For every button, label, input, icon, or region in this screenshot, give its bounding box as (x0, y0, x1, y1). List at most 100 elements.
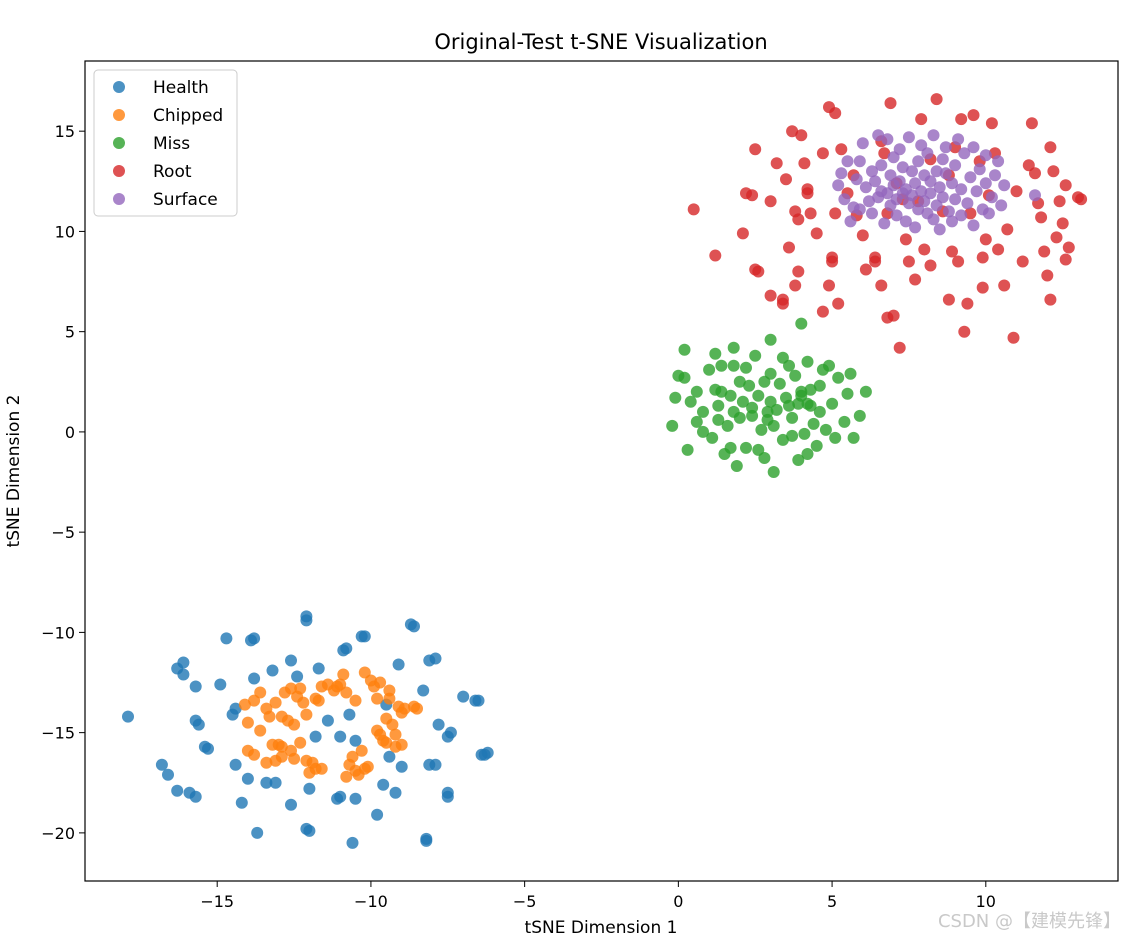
point-miss-4 (678, 371, 691, 384)
point-health-56 (395, 760, 408, 773)
point-root-27 (816, 305, 829, 318)
point-root-31 (826, 251, 839, 264)
point-surface-53 (930, 199, 943, 212)
point-surface-68 (958, 147, 971, 160)
point-health-38 (321, 714, 334, 727)
point-root-15 (786, 125, 799, 138)
point-health-18 (229, 758, 242, 771)
point-root-39 (856, 229, 869, 242)
y-tick-label: 0 (65, 423, 75, 442)
point-chipped-64 (389, 728, 402, 741)
point-miss-17 (715, 359, 728, 372)
point-miss-18 (715, 385, 728, 398)
point-miss-27 (733, 375, 746, 388)
point-health-59 (417, 684, 430, 697)
point-root-61 (930, 93, 943, 106)
point-root-88 (1029, 167, 1041, 180)
point-health-68 (441, 790, 454, 803)
point-miss-78 (832, 371, 845, 384)
point-health-46 (349, 734, 362, 747)
y-tick-label: 5 (65, 323, 75, 342)
x-tick-label: −5 (513, 892, 537, 911)
point-root-81 (998, 279, 1011, 292)
point-surface-62 (946, 215, 958, 228)
point-surface-52 (930, 165, 943, 178)
point-health-14 (214, 678, 227, 691)
point-miss-62 (795, 385, 808, 398)
point-chipped-42 (340, 770, 353, 783)
point-root-35 (835, 143, 848, 156)
point-miss-69 (807, 417, 820, 430)
point-health-73 (472, 694, 485, 707)
chart-title: Original-Test t-SNE Visualization (434, 30, 767, 54)
point-health-20 (241, 772, 254, 785)
point-health-9 (189, 680, 202, 693)
legend-marker-miss (113, 137, 125, 149)
point-miss-75 (823, 359, 835, 372)
point-surface-49 (924, 175, 937, 188)
point-miss-66 (801, 448, 814, 460)
point-miss-57 (789, 369, 802, 382)
point-miss-80 (841, 387, 854, 400)
point-miss-83 (853, 409, 866, 422)
point-surface-6 (850, 173, 863, 186)
x-tick-label: −15 (200, 892, 234, 911)
point-health-64 (429, 652, 442, 665)
point-health-27 (269, 776, 282, 789)
y-axis-label: tSNE Dimension 2 (4, 395, 24, 548)
point-health-50 (371, 808, 384, 821)
point-health-25 (260, 776, 273, 789)
series-health (122, 610, 494, 849)
point-root-34 (832, 297, 845, 310)
point-surface-82 (995, 199, 1008, 212)
point-root-97 (1053, 195, 1066, 208)
point-root-71 (964, 207, 977, 220)
legend-label-root: Root (153, 162, 192, 182)
legend: Health Chipped Miss Root Surface (93, 69, 238, 217)
point-miss-54 (783, 399, 795, 412)
point-root-4 (746, 189, 759, 202)
point-surface-66 (955, 183, 968, 196)
point-miss-79 (838, 415, 851, 428)
point-root-32 (829, 107, 842, 120)
point-chipped-56 (374, 676, 387, 689)
point-surface-9 (856, 137, 869, 150)
point-surface-1 (835, 167, 848, 180)
point-chipped-0 (238, 698, 251, 711)
point-miss-0 (666, 419, 679, 432)
point-chipped-16 (275, 750, 288, 763)
point-chipped-26 (297, 696, 310, 709)
point-surface-34 (902, 131, 915, 144)
point-miss-43 (764, 367, 777, 380)
x-tick-label: 5 (827, 892, 837, 911)
point-root-19 (792, 213, 805, 226)
point-surface-78 (982, 207, 995, 220)
point-surface-15 (872, 129, 885, 142)
point-health-11 (192, 718, 205, 731)
point-surface-14 (869, 175, 882, 188)
point-root-21 (798, 157, 811, 170)
point-chipped-6 (254, 724, 267, 737)
point-health-17 (229, 702, 242, 715)
point-root-78 (985, 117, 998, 130)
point-chipped-27 (300, 708, 313, 721)
scatter-points (122, 93, 1088, 849)
point-miss-28 (733, 411, 746, 424)
point-chipped-48 (355, 744, 368, 757)
series-chipped (238, 666, 423, 783)
point-root-49 (887, 309, 900, 322)
point-surface-40 (912, 155, 925, 168)
point-miss-21 (724, 389, 737, 402)
point-miss-5 (681, 443, 694, 456)
series-surface (832, 129, 1041, 236)
point-health-58 (408, 620, 420, 633)
point-miss-47 (767, 419, 780, 432)
point-miss-1 (669, 391, 682, 404)
point-chipped-71 (411, 702, 423, 715)
point-root-14 (783, 241, 795, 254)
point-surface-58 (939, 167, 952, 180)
point-miss-24 (727, 359, 740, 372)
point-root-1 (709, 249, 722, 262)
point-miss-23 (727, 341, 740, 354)
